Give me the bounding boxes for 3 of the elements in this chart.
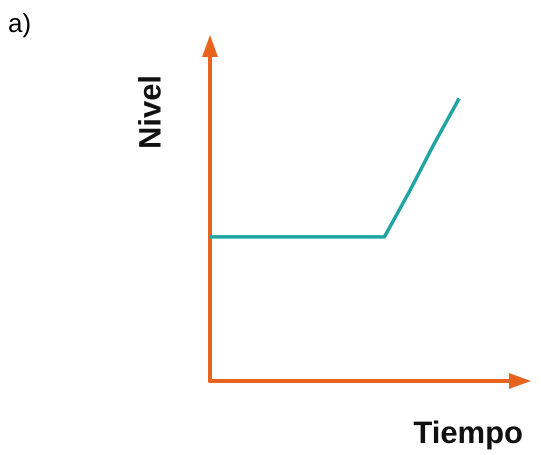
y-axis-title: Nivel [132, 74, 168, 150]
text: a) [8, 8, 32, 38]
x-axis-title: Tiempo [413, 415, 523, 450]
